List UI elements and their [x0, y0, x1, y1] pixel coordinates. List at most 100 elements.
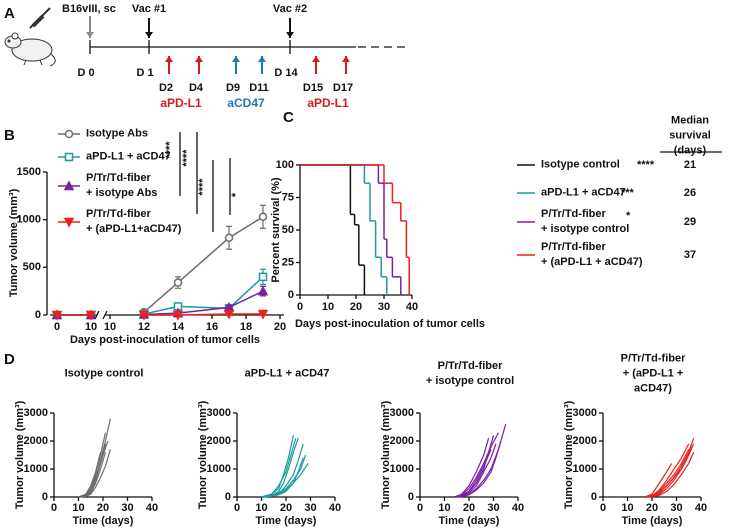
chart-title: P/Tr/Td-fiber + isotype control: [425, 360, 515, 387]
x-axis-label: Days post-inoculation of tumor cells: [70, 334, 260, 346]
y-tick-label: 0: [225, 491, 231, 503]
x-tick-label: 30: [378, 301, 390, 313]
y-tick-label: 1000: [17, 214, 41, 226]
y-tick-label: 1000: [24, 463, 48, 475]
y-tick-label: 0: [288, 289, 294, 301]
x-tick-label: 10: [438, 502, 450, 514]
mouse-curve: [644, 463, 673, 498]
day-label: D11: [249, 82, 269, 94]
day-label: D4: [189, 82, 204, 94]
x-tick-label: 0: [600, 502, 606, 514]
day-label: D 1: [136, 67, 153, 79]
median-value: 29: [684, 216, 696, 228]
mouse-curve: [261, 443, 304, 498]
significance-label: *: [626, 210, 631, 222]
marker: [223, 309, 235, 320]
median-value: 26: [684, 187, 696, 199]
significance-label: ***: [621, 187, 635, 199]
treatment-arrow-head: [165, 56, 173, 62]
y-tick-label: 1500: [17, 166, 41, 178]
vaccine-label: Vac #2: [273, 3, 307, 15]
x-tick-label: 0: [234, 502, 240, 514]
day-label: D2: [159, 82, 173, 94]
mouse-curve: [261, 457, 304, 498]
legend-label: aPD-L1 + aCD47: [86, 150, 171, 163]
marker: [85, 310, 97, 321]
vaccine-label: Vac #1: [132, 3, 166, 15]
panel-label: B: [4, 127, 15, 144]
y-tick-label: 0: [35, 309, 41, 321]
legend-label: P/Tr/Td-fiber + (aPD-L1+aCD47): [86, 208, 182, 235]
x-tick-label: 18: [240, 321, 252, 333]
drug-label: aCD47: [227, 96, 265, 110]
y-tick-label: 3000: [24, 407, 48, 419]
x-axis-label: Time (days): [73, 515, 134, 527]
x-tick-label: 10: [255, 502, 267, 514]
mouse-icon: [4, 7, 56, 67]
axis-break: [94, 310, 108, 320]
mouse-curve: [454, 449, 492, 498]
y-axis-label: Tumor volume (mm³): [8, 188, 20, 297]
y-tick-label: 1000: [573, 463, 597, 475]
significance-label: ****: [637, 159, 655, 171]
y-tick-label: 3000: [390, 407, 414, 419]
significance-label: *: [230, 192, 242, 197]
x-tick-label: 10: [322, 301, 334, 313]
y-tick-label: 2000: [207, 435, 231, 447]
x-tick-label: 16: [206, 321, 218, 333]
inoculation-label: B16vIII, sc: [62, 3, 116, 15]
treatment-arrow-head: [342, 56, 350, 62]
panel-label: A: [4, 5, 15, 22]
marker: [258, 272, 268, 282]
y-tick-label: 2000: [390, 435, 414, 447]
marker: [138, 310, 150, 321]
treatment-arrow-head: [258, 56, 266, 62]
x-tick-label: 14: [172, 321, 185, 333]
legend-marker: [63, 217, 75, 228]
x-tick-label: 40: [146, 502, 158, 514]
day-label: D 0: [77, 67, 94, 79]
treatment-arrow-head: [195, 56, 203, 62]
marker: [173, 278, 183, 287]
y-axis-label: Percent survival (%): [270, 177, 282, 282]
legend-marker: [64, 152, 74, 162]
median-value: 21: [684, 159, 696, 171]
mouse-curve: [644, 446, 692, 498]
x-tick-label: 40: [695, 502, 707, 514]
drug-label: aPD-L1: [160, 96, 202, 110]
series-line: [143, 216, 264, 313]
y-tick-label: 1000: [207, 463, 231, 475]
series-line: [143, 290, 264, 316]
marker: [257, 309, 269, 320]
mouse-curve: [454, 440, 502, 498]
series-line: [144, 313, 263, 316]
x-tick-label: 20: [280, 502, 292, 514]
x-tick-label: 40: [512, 502, 524, 514]
x-tick-label: 20: [646, 502, 658, 514]
y-axis-label: Tumor volume (mm³): [14, 400, 26, 509]
significance-label: ****: [197, 178, 209, 196]
marker: [258, 212, 268, 222]
x-tick-label: 30: [304, 502, 316, 514]
mouse-curve: [644, 451, 695, 498]
legend-label: Isotype Abs: [86, 127, 148, 140]
x-tick-label: 0: [51, 502, 57, 514]
x-tick-label: 20: [463, 502, 475, 514]
day-label: D9: [226, 82, 240, 94]
y-axis-label: Tumor volume (mm³): [380, 400, 392, 509]
y-tick-label: 25: [282, 256, 294, 268]
x-axis-label: Time (days): [622, 515, 683, 527]
vaccine-arrow-head: [145, 32, 153, 38]
x-tick-label: 30: [121, 502, 133, 514]
legend-label: P/Tr/Td-fiber + (aPD-L1 + aCD47): [541, 241, 643, 268]
x-tick-label: 10: [85, 321, 97, 333]
marker: [51, 310, 63, 321]
chart-title: Isotype control: [64, 367, 144, 380]
y-tick-label: 75: [282, 191, 294, 203]
treatment-arrow-head: [312, 56, 320, 62]
legend-label: Isotype control: [541, 158, 620, 171]
x-axis-label: Time (days): [256, 515, 317, 527]
legend-label: P/Tr/Td-fiber + isotype control: [541, 208, 630, 235]
